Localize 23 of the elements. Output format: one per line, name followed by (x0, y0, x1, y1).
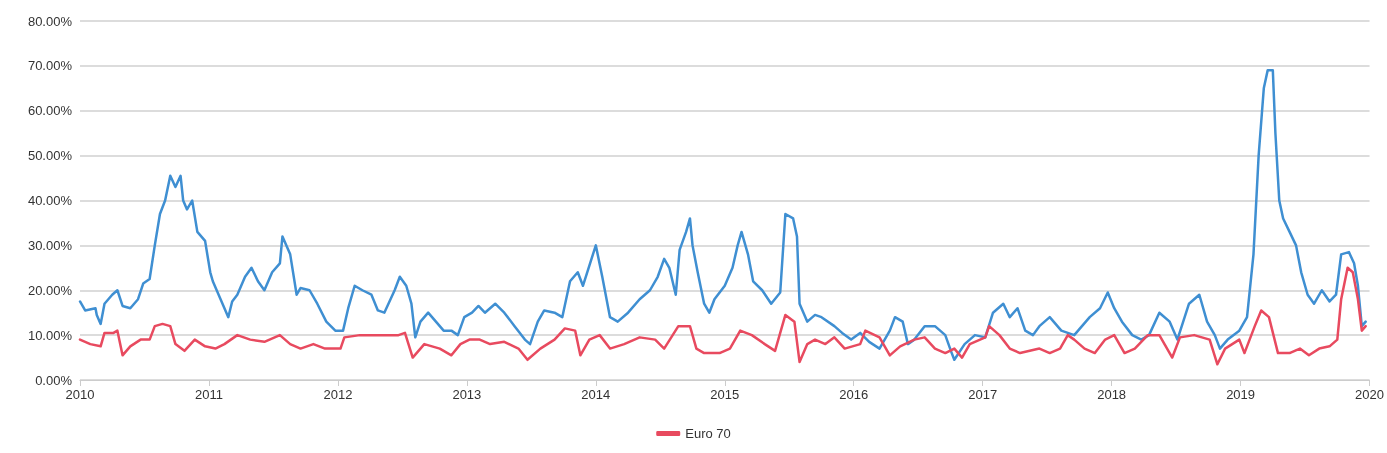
line-series (78, 266, 1367, 366)
legend-label: Euro 70 (685, 426, 731, 441)
x-tick-label: 2013 (452, 387, 482, 402)
x-tick-label: 2014 (581, 387, 611, 402)
y-tick-label: 0.00% (35, 372, 73, 388)
x-tick-label: 2016 (839, 387, 869, 402)
x-tick-label: 2012 (323, 387, 353, 402)
x-tick-label: 2018 (1097, 387, 1127, 402)
y-tick-label: 80.00% (27, 13, 73, 29)
x-tick-label: 2019 (1226, 387, 1256, 402)
x-tick-label: 2020 (1355, 387, 1384, 402)
y-tick-label: 60.00% (27, 103, 73, 119)
x-tick-label: 2010 (65, 387, 95, 402)
y-tick-label: 70.00% (27, 58, 73, 74)
y-tick-label: 30.00% (27, 237, 73, 253)
y-tick-label: 40.00% (27, 193, 73, 208)
line-series (78, 69, 1367, 362)
x-tick-label: 2015 (710, 387, 740, 402)
y-tick-label: 50.00% (27, 148, 73, 164)
y-tick-label: 20.00% (27, 282, 73, 298)
y-tick-label: 10.00% (27, 327, 73, 343)
x-tick-label: 2011 (194, 387, 223, 402)
x-tick-label: 2017 (968, 387, 998, 402)
